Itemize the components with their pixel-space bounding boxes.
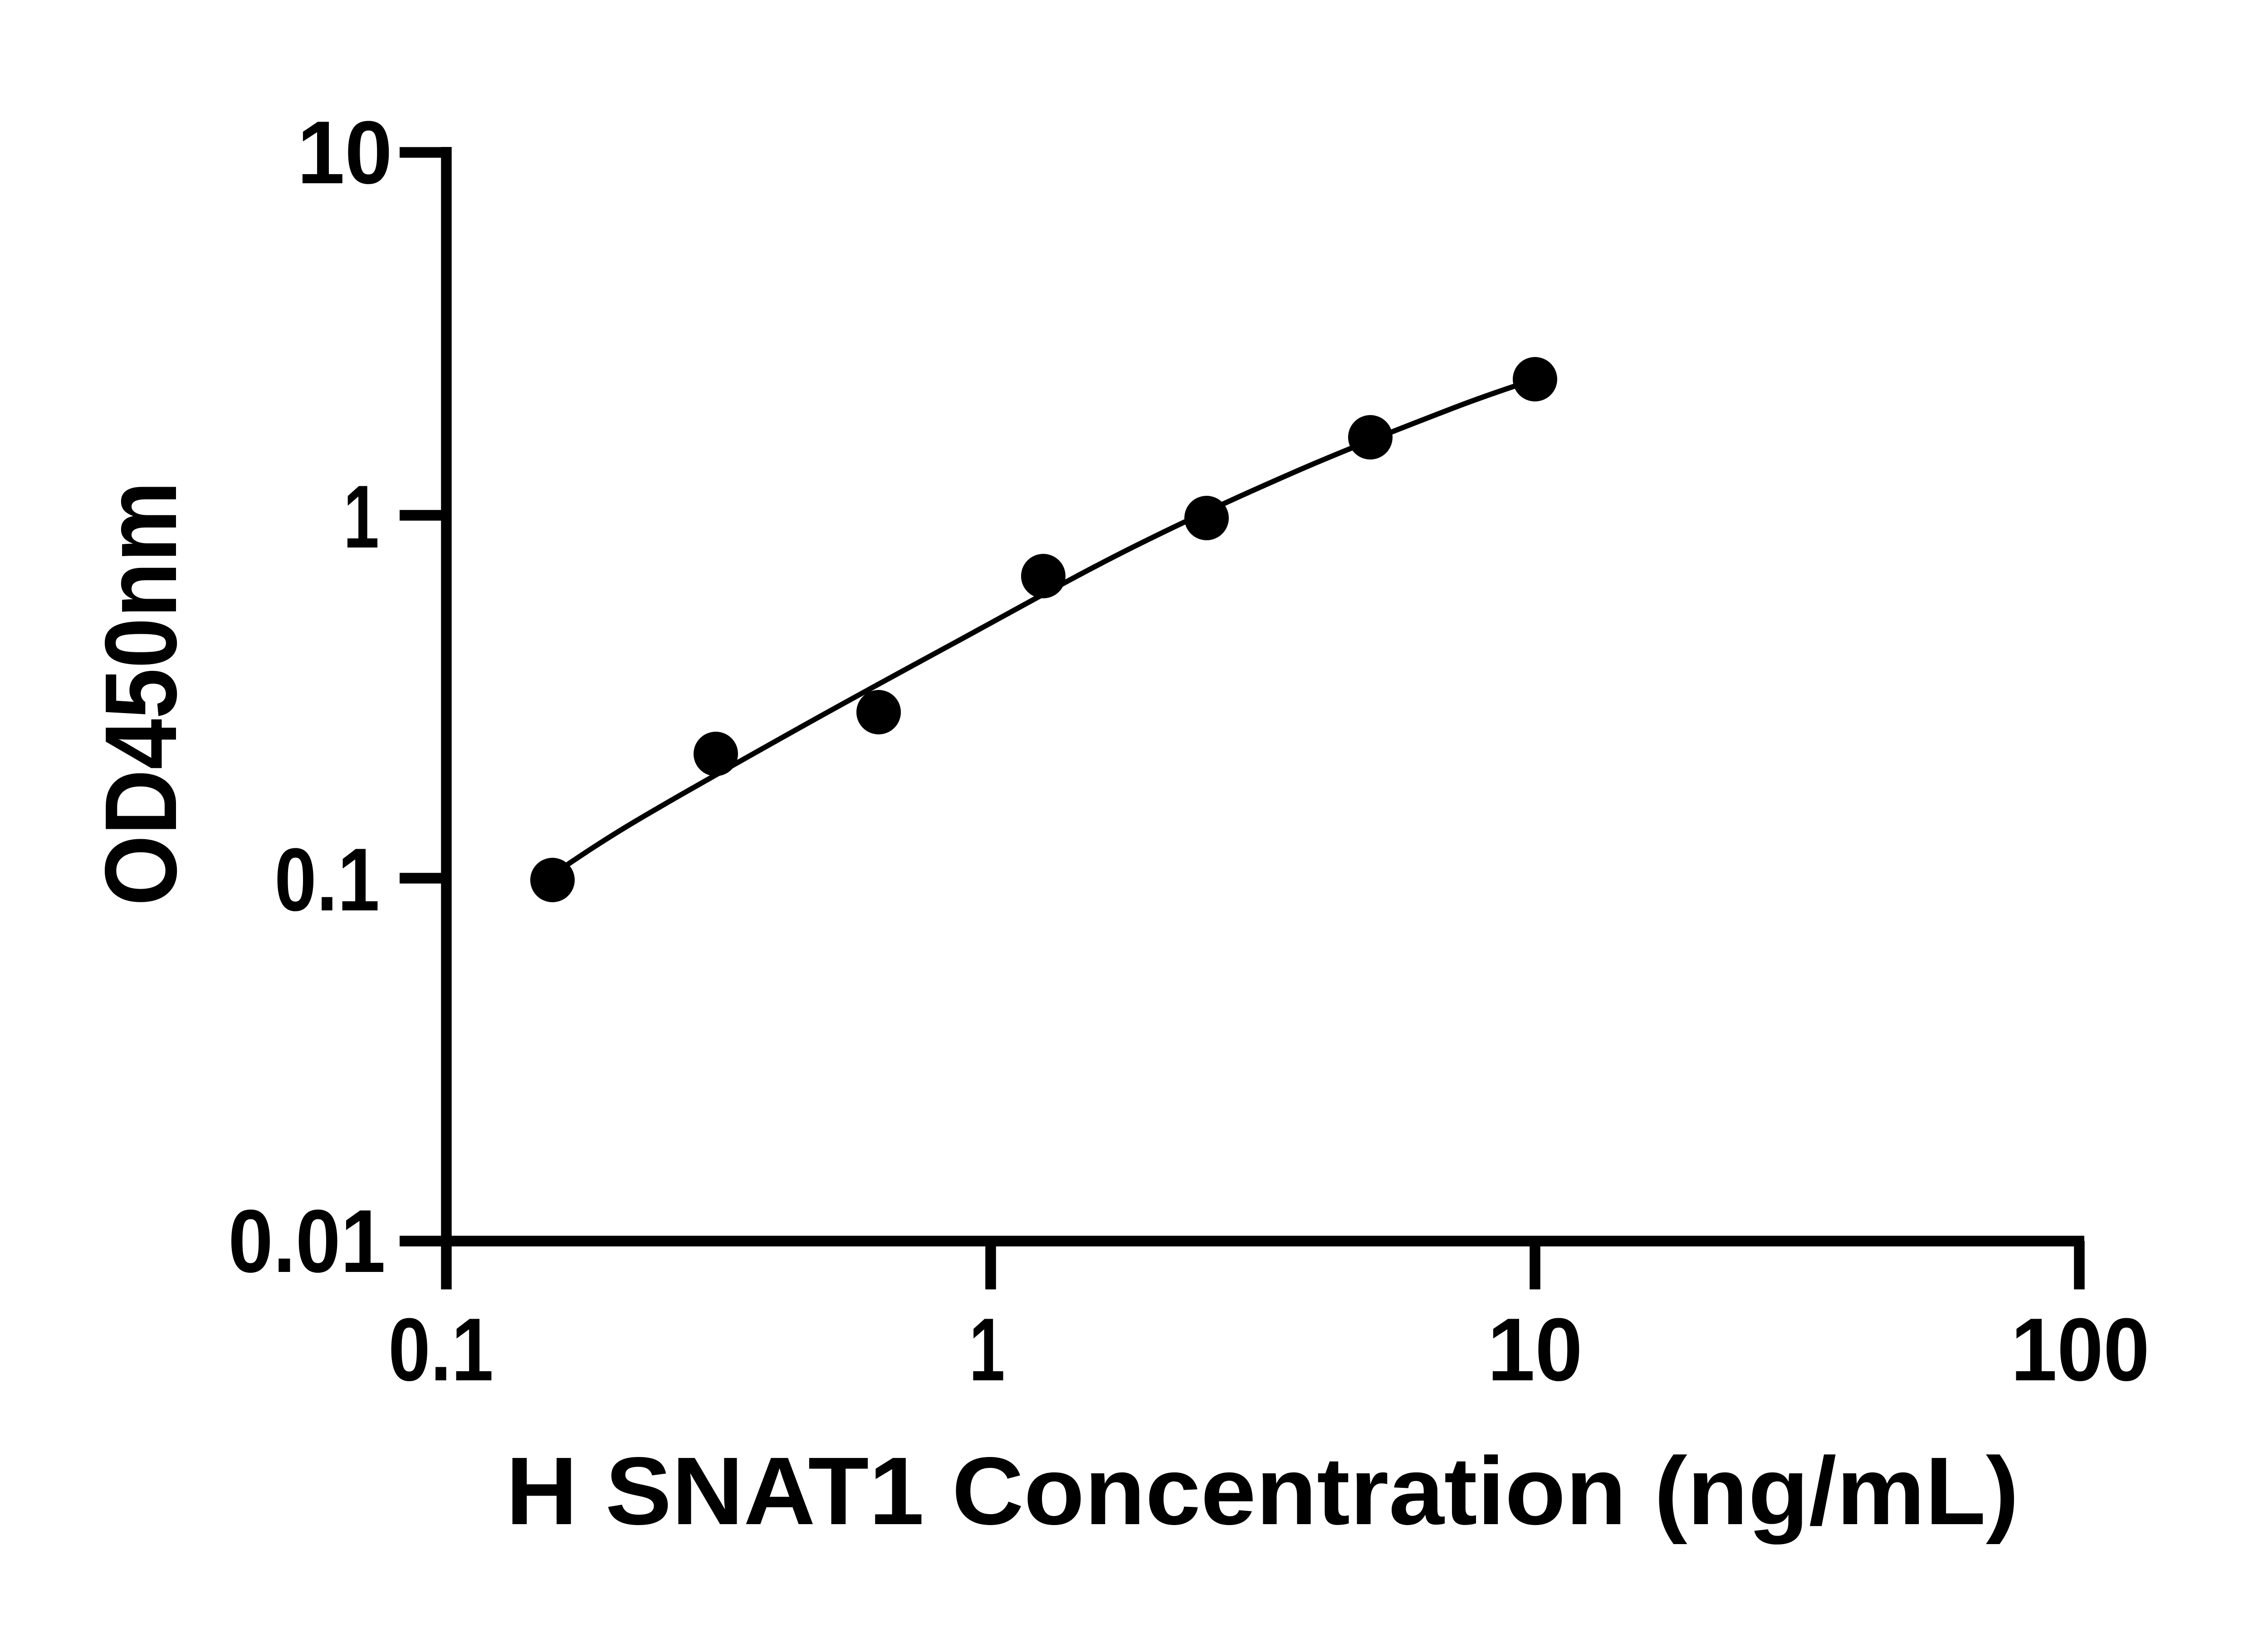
svg-text:H SNAT1 Concentration (ng/mL): H SNAT1 Concentration (ng/mL) xyxy=(506,1437,2019,1545)
svg-text:OD450nm: OD450nm xyxy=(83,481,198,906)
svg-text:0.01: 0.01 xyxy=(228,1191,386,1291)
svg-text:1: 1 xyxy=(343,467,379,567)
svg-text:100: 100 xyxy=(2011,1300,2150,1399)
svg-text:0.1: 0.1 xyxy=(388,1300,494,1399)
svg-text:10: 10 xyxy=(1487,1300,1583,1399)
svg-text:10: 10 xyxy=(297,103,392,202)
svg-text:0.1: 0.1 xyxy=(274,830,380,929)
svg-text:1: 1 xyxy=(969,1300,1005,1399)
